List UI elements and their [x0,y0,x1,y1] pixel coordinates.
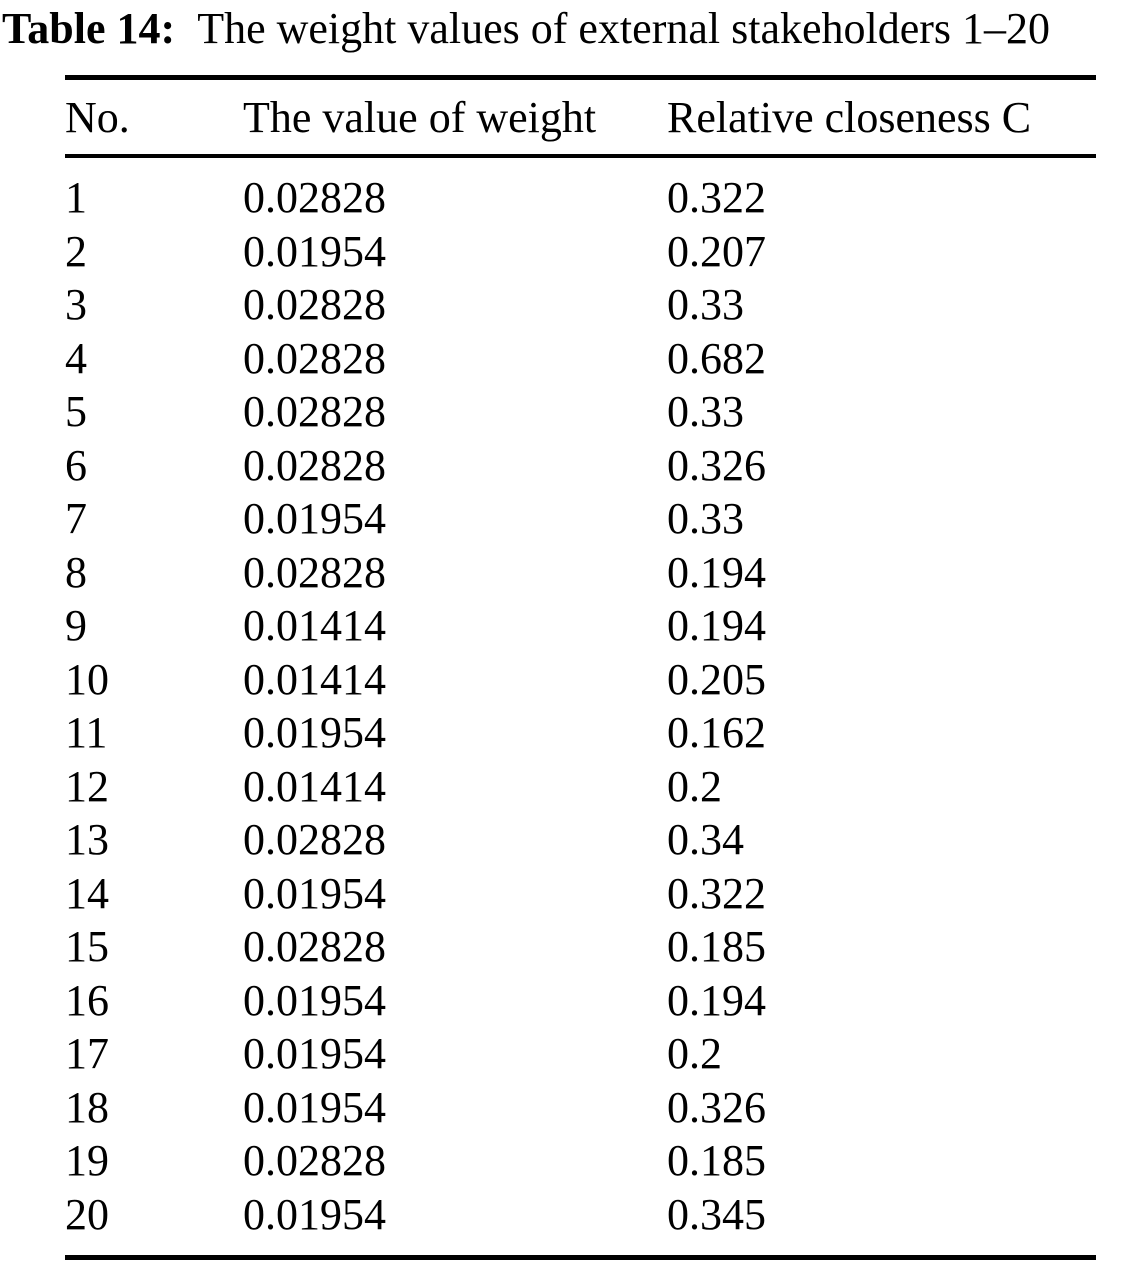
table-row: 5 0.02828 0.33 [65,385,1096,439]
cell-closeness: 0.2 [667,1029,722,1079]
cell-closeness: 0.682 [667,333,766,383]
cell-weight: 0.02828 [243,922,386,972]
table-row: 10 0.01414 0.205 [65,653,1096,707]
table-row: 19 0.02828 0.185 [65,1134,1096,1188]
table-row: 16 0.01954 0.194 [65,974,1096,1028]
table-header: No. The value of weight Relative closene… [65,77,1096,159]
cell-closeness: 0.194 [667,547,766,597]
table-row: 6 0.02828 0.326 [65,439,1096,493]
table-row: 2 0.01954 0.207 [65,225,1096,279]
cell-weight: 0.01954 [243,1189,386,1239]
cell-weight: 0.01954 [243,1029,386,1079]
cell-no: 19 [65,1136,109,1186]
cell-weight: 0.01954 [243,868,386,918]
cell-no: 15 [65,922,109,972]
column-header-no: No. [65,77,243,159]
cell-closeness: 0.207 [667,226,766,276]
table-row: 1 0.02828 0.322 [65,156,1096,225]
cell-no: 18 [65,1082,109,1132]
table-row: 17 0.01954 0.2 [65,1027,1096,1081]
table-row: 4 0.02828 0.682 [65,332,1096,386]
cell-no: 20 [65,1189,109,1239]
cell-closeness: 0.33 [667,387,744,437]
table-row: 14 0.01954 0.322 [65,867,1096,921]
cell-no: 9 [65,601,87,651]
table-row: 11 0.01954 0.162 [65,706,1096,760]
table-row: 7 0.01954 0.33 [65,492,1096,546]
cell-weight: 0.01954 [243,975,386,1025]
table-row: 20 0.01954 0.345 [65,1188,1096,1258]
cell-no: 14 [65,868,109,918]
table-row: 3 0.02828 0.33 [65,278,1096,332]
cell-weight: 0.02828 [243,387,386,437]
cell-no: 5 [65,387,87,437]
table-row: 12 0.01414 0.2 [65,760,1096,814]
cell-no: 3 [65,280,87,330]
cell-weight: 0.01954 [243,1082,386,1132]
cell-closeness: 0.194 [667,975,766,1025]
cell-closeness: 0.322 [667,173,766,223]
cell-closeness: 0.185 [667,922,766,972]
table-body: 1 0.02828 0.322 2 0.01954 0.207 3 0.0282… [65,156,1096,1258]
cell-weight: 0.01954 [243,494,386,544]
cell-weight: 0.02828 [243,547,386,597]
cell-weight: 0.01954 [243,226,386,276]
cell-weight: 0.01414 [243,761,386,811]
cell-no: 10 [65,654,109,704]
cell-closeness: 0.326 [667,1082,766,1132]
cell-no: 8 [65,547,87,597]
table-caption-text: The weight values of external stakeholde… [197,4,1051,53]
cell-closeness: 0.194 [667,601,766,651]
cell-no: 11 [65,708,108,758]
table-row: 13 0.02828 0.34 [65,813,1096,867]
table-row: 9 0.01414 0.194 [65,599,1096,653]
cell-weight: 0.02828 [243,440,386,490]
cell-no: 2 [65,226,87,276]
cell-weight: 0.01414 [243,654,386,704]
cell-weight: 0.02828 [243,815,386,865]
column-header-closeness: Relative closeness C [667,77,1096,159]
table-row: 15 0.02828 0.185 [65,920,1096,974]
cell-closeness: 0.33 [667,494,744,544]
weight-values-table: No. The value of weight Relative closene… [65,74,1096,1261]
table-row: 18 0.01954 0.326 [65,1081,1096,1135]
table-header-row: No. The value of weight Relative closene… [65,77,1096,159]
cell-weight: 0.02828 [243,280,386,330]
cell-weight: 0.02828 [243,1136,386,1186]
cell-no: 16 [65,975,109,1025]
cell-closeness: 0.2 [667,761,722,811]
table-caption-label: Table 14: [2,4,176,53]
cell-no: 1 [65,173,87,223]
table-row: 8 0.02828 0.194 [65,546,1096,600]
cell-closeness: 0.326 [667,440,766,490]
cell-no: 13 [65,815,109,865]
cell-no: 17 [65,1029,109,1079]
cell-closeness: 0.205 [667,654,766,704]
cell-closeness: 0.322 [667,868,766,918]
cell-no: 4 [65,333,87,383]
cell-weight: 0.02828 [243,173,386,223]
cell-no: 7 [65,494,87,544]
cell-weight: 0.01954 [243,708,386,758]
cell-closeness: 0.162 [667,708,766,758]
column-header-weight: The value of weight [243,77,667,159]
cell-no: 12 [65,761,109,811]
cell-weight: 0.01414 [243,601,386,651]
cell-weight: 0.02828 [243,333,386,383]
cell-no: 6 [65,440,87,490]
cell-closeness: 0.345 [667,1189,766,1239]
cell-closeness: 0.34 [667,815,744,865]
cell-closeness: 0.33 [667,280,744,330]
table-caption: Table 14: The weight values of external s… [2,4,1133,55]
cell-closeness: 0.185 [667,1136,766,1186]
